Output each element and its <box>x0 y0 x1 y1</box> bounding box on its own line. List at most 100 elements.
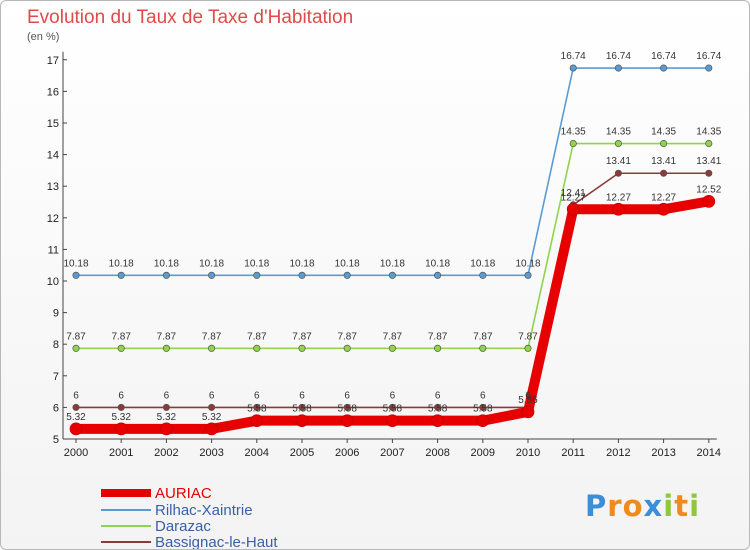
data-point <box>705 64 713 72</box>
data-point <box>388 271 396 279</box>
y-tick-label: 17 <box>47 55 59 67</box>
data-point <box>479 271 487 279</box>
data-label: 5.58 <box>337 404 357 415</box>
data-point <box>569 139 577 148</box>
data-label: 16.74 <box>561 51 586 62</box>
data-label: 10.18 <box>335 258 360 269</box>
data-point <box>705 169 713 177</box>
data-label: 6 <box>209 390 215 401</box>
data-point <box>479 344 487 352</box>
data-point <box>208 344 216 352</box>
data-label: 10.18 <box>63 258 88 269</box>
data-label: 5.86 <box>518 395 538 406</box>
data-label: 16.74 <box>696 51 721 62</box>
data-label: 7.87 <box>473 331 493 342</box>
data-label: 12.27 <box>606 192 631 203</box>
data-point <box>162 403 170 411</box>
data-label: 14.35 <box>651 127 676 138</box>
data-point <box>72 344 80 352</box>
logo-letter: i <box>689 489 701 523</box>
x-tick-label: 2012 <box>606 447 630 459</box>
data-point <box>479 403 487 411</box>
data-point <box>434 403 442 411</box>
x-tick-label: 2009 <box>471 447 495 459</box>
data-label: 6 <box>164 390 170 401</box>
data-point <box>117 344 125 352</box>
logo-letter: x <box>643 489 664 523</box>
data-label: 5.58 <box>428 404 448 415</box>
x-tick-label: 2004 <box>245 447 269 459</box>
data-point <box>253 271 261 279</box>
proxiti-logo: Proxiti <box>585 489 700 523</box>
data-label: 12.41 <box>561 188 586 199</box>
data-label: 10.18 <box>199 258 224 269</box>
data-label: 6 <box>390 390 396 401</box>
series-line <box>75 67 710 277</box>
data-label: 5.58 <box>247 404 267 415</box>
data-label: 6 <box>344 390 350 401</box>
data-label: 6 <box>73 390 79 401</box>
x-tick-label: 2003 <box>199 447 223 459</box>
logo-letter: t <box>674 489 690 523</box>
data-label: 7.87 <box>337 331 357 342</box>
data-point <box>343 271 351 279</box>
data-point <box>386 414 399 428</box>
data-point <box>208 403 216 411</box>
data-point <box>298 403 306 411</box>
data-label: 10.18 <box>380 258 405 269</box>
y-tick-label: 14 <box>47 150 59 162</box>
data-label: 5.32 <box>66 412 86 423</box>
data-label: 7.87 <box>157 331 177 342</box>
data-point <box>298 344 306 352</box>
data-point <box>569 64 577 72</box>
data-point <box>162 271 170 279</box>
chart-unit: (en %) <box>27 31 60 43</box>
data-label: 7.87 <box>518 331 538 342</box>
x-tick-label: 2008 <box>425 447 449 459</box>
data-label: 13.41 <box>651 156 676 167</box>
data-point <box>162 344 170 352</box>
data-point <box>476 414 490 428</box>
data-point <box>253 344 261 352</box>
data-label: 12.27 <box>561 192 586 203</box>
x-tick-label: 2007 <box>380 447 404 459</box>
data-point <box>343 344 351 352</box>
data-label: 5.58 <box>383 404 403 415</box>
data-point <box>705 139 713 148</box>
data-point <box>160 422 173 436</box>
data-point <box>72 271 80 279</box>
data-point <box>431 414 444 428</box>
data-point <box>524 344 532 352</box>
data-point <box>205 422 218 436</box>
logo-letter: P <box>585 489 608 523</box>
series-line <box>75 142 710 350</box>
data-label: 7.87 <box>66 331 86 342</box>
legend-label: Rilhac-Xaintrie <box>155 502 253 519</box>
data-label: 6 <box>118 390 124 401</box>
x-tick-label: 2014 <box>697 447 721 459</box>
data-point <box>521 405 535 419</box>
data-point <box>388 344 396 352</box>
data-point <box>660 64 668 72</box>
data-label: 10.18 <box>515 258 540 269</box>
data-point <box>72 403 80 411</box>
data-label: 10.18 <box>470 258 495 269</box>
data-label: 13.41 <box>696 156 721 167</box>
y-tick-label: 11 <box>48 244 59 256</box>
data-point <box>614 169 622 177</box>
chart-title: Evolution du Taux de Taxe d'Habitation <box>27 7 354 28</box>
data-label: 10.18 <box>425 258 450 269</box>
data-label: 14.35 <box>696 127 721 138</box>
data-point <box>524 271 532 279</box>
data-label: 14.35 <box>561 127 586 138</box>
data-label: 5.58 <box>292 404 312 415</box>
legend-label: Bassignac-le-Haut <box>155 534 278 550</box>
data-point <box>612 202 625 216</box>
y-tick-label: 13 <box>47 181 59 193</box>
x-tick-label: 2013 <box>651 447 675 459</box>
data-point <box>208 271 216 279</box>
x-tick-label: 2005 <box>290 447 314 459</box>
data-label: 7.87 <box>247 331 267 342</box>
data-point <box>114 422 128 436</box>
